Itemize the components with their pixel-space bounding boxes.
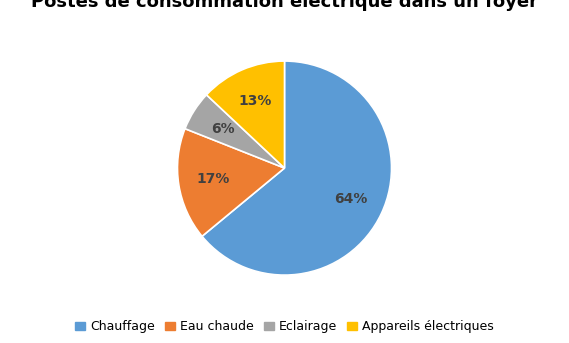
Wedge shape [202,61,391,275]
Wedge shape [178,129,284,236]
Title: Postes de consommation électrique dans un foyer: Postes de consommation électrique dans u… [31,0,538,11]
Legend: Chauffage, Eau chaude, Eclairage, Appareils électriques: Chauffage, Eau chaude, Eclairage, Appare… [75,320,494,333]
Wedge shape [185,95,284,168]
Text: 17%: 17% [196,173,229,187]
Text: 13%: 13% [239,94,273,108]
Text: 6%: 6% [211,122,235,136]
Wedge shape [207,61,284,168]
Text: 64%: 64% [333,192,367,206]
